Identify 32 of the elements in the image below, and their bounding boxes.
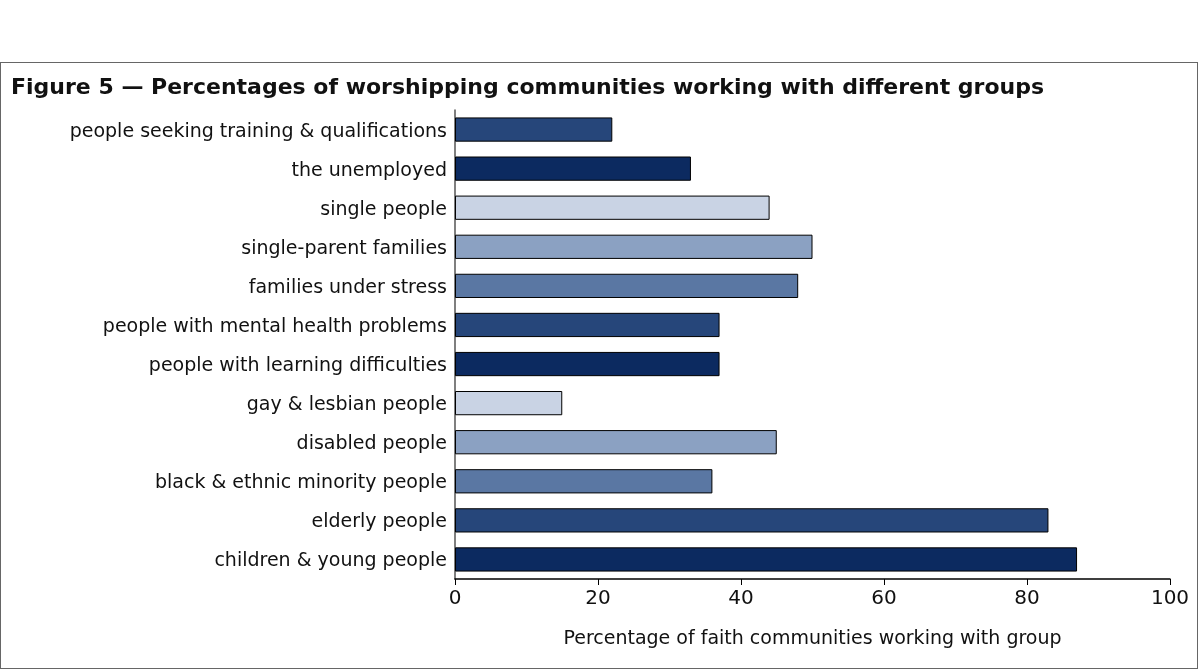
bar xyxy=(455,547,1078,572)
bar xyxy=(455,508,1049,533)
x-axis-title: Percentage of faith communities working with group xyxy=(563,625,1062,648)
y-tick-label: people with learning difficulties xyxy=(148,353,447,376)
x-tick-label: 100 xyxy=(1150,585,1190,609)
y-tick-label: the unemployed xyxy=(291,157,447,180)
chart-title: Figure 5 — Percentages of worshipping communities working with different groups xyxy=(11,73,1045,99)
y-tick-label: single-parent families xyxy=(241,235,447,258)
bar xyxy=(455,351,720,377)
x-tick-label: 40 xyxy=(728,585,754,609)
x-tick-label: 60 xyxy=(871,585,897,609)
y-tick-label: single people xyxy=(320,196,447,219)
bar xyxy=(455,273,799,298)
x-tick-label: 20 xyxy=(585,585,611,609)
bar xyxy=(455,312,720,338)
y-tick-label: people with mental health problems xyxy=(102,313,447,336)
y-tick-label: children & young people xyxy=(214,548,447,571)
bar xyxy=(455,469,713,494)
y-tick-label: black & ethnic minority people xyxy=(155,470,447,493)
bar xyxy=(455,195,770,220)
x-tick-label: 0 xyxy=(448,585,462,609)
y-tick-label: elderly people xyxy=(311,509,447,532)
bar xyxy=(455,234,813,259)
bar xyxy=(455,430,777,455)
y-tick-label: disabled people xyxy=(296,431,447,454)
bar xyxy=(455,156,691,181)
bar xyxy=(455,117,613,142)
y-tick-label: families under stress xyxy=(248,274,447,297)
x-tick-label: 80 xyxy=(1014,585,1040,609)
bar xyxy=(455,391,563,416)
y-tick-label: people seeking training & qualifications xyxy=(69,118,447,141)
y-tick-label: gay & lesbian people xyxy=(246,392,447,415)
